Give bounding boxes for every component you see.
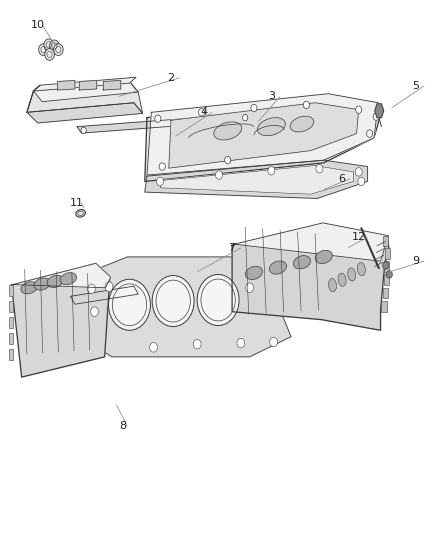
Polygon shape [379,104,384,111]
Circle shape [197,274,239,326]
Circle shape [53,44,63,55]
Circle shape [159,163,165,170]
Text: 12: 12 [352,232,366,243]
Ellipse shape [293,256,311,269]
Circle shape [303,101,309,109]
Polygon shape [57,257,291,357]
Circle shape [91,307,99,317]
Bar [9,317,13,328]
Ellipse shape [315,251,332,263]
Bar [383,288,388,298]
Polygon shape [27,82,143,114]
Bar [384,274,389,285]
Polygon shape [160,165,353,194]
Circle shape [225,157,231,164]
Circle shape [198,109,205,116]
Text: 5: 5 [412,81,419,91]
Ellipse shape [348,268,356,281]
Bar [9,333,13,344]
Polygon shape [27,85,40,112]
Circle shape [268,166,275,175]
Polygon shape [103,80,121,90]
Circle shape [386,271,392,278]
Ellipse shape [34,278,50,290]
Text: 4: 4 [200,107,207,117]
Circle shape [109,279,150,330]
Ellipse shape [214,122,242,140]
Polygon shape [145,98,381,181]
Text: 6: 6 [338,174,345,184]
Polygon shape [375,111,379,118]
Ellipse shape [47,275,64,287]
Circle shape [155,115,161,123]
Circle shape [383,262,389,269]
Circle shape [367,130,373,138]
Ellipse shape [269,261,286,274]
Circle shape [39,44,48,55]
Bar [9,285,13,296]
Circle shape [251,104,257,112]
Bar [385,248,390,259]
Text: 7: 7 [229,243,236,253]
Polygon shape [147,94,378,175]
Polygon shape [377,111,381,118]
Ellipse shape [357,263,365,276]
Circle shape [81,127,86,134]
Ellipse shape [245,266,262,279]
Ellipse shape [328,279,336,292]
Polygon shape [232,224,389,330]
Bar [9,349,13,360]
Circle shape [356,106,362,114]
Polygon shape [169,103,359,168]
Bar [384,261,389,272]
Circle shape [49,40,59,52]
Circle shape [355,167,362,176]
Circle shape [237,338,245,348]
Ellipse shape [338,273,346,286]
Polygon shape [79,80,97,90]
Circle shape [105,282,113,292]
Text: 2: 2 [167,73,174,83]
Circle shape [358,177,365,185]
Polygon shape [33,82,138,102]
Polygon shape [13,263,111,288]
Polygon shape [71,286,138,304]
Circle shape [270,337,278,347]
Text: 11: 11 [70,198,84,208]
Polygon shape [33,77,136,91]
Polygon shape [145,160,367,198]
Circle shape [152,276,194,327]
Ellipse shape [21,281,37,294]
Polygon shape [57,80,75,90]
Circle shape [156,177,163,185]
Text: 3: 3 [268,91,275,101]
Ellipse shape [290,116,314,132]
Circle shape [215,171,223,179]
Circle shape [316,165,323,173]
Text: 9: 9 [412,256,419,266]
Circle shape [373,113,379,120]
Polygon shape [27,103,143,123]
Circle shape [246,283,254,293]
Bar [9,301,13,312]
Ellipse shape [76,209,85,217]
Circle shape [88,284,95,294]
Text: 10: 10 [31,20,45,30]
Bar [383,236,388,246]
Polygon shape [379,111,384,118]
Polygon shape [77,114,252,133]
Text: 8: 8 [120,421,127,431]
Ellipse shape [258,118,285,136]
Polygon shape [377,104,381,111]
Polygon shape [12,264,110,377]
Polygon shape [234,223,389,261]
Bar [381,301,387,312]
Ellipse shape [60,273,77,285]
Circle shape [193,340,201,349]
Circle shape [44,39,53,51]
Circle shape [243,115,248,121]
Circle shape [150,343,157,352]
Circle shape [45,49,54,60]
Polygon shape [375,104,379,111]
